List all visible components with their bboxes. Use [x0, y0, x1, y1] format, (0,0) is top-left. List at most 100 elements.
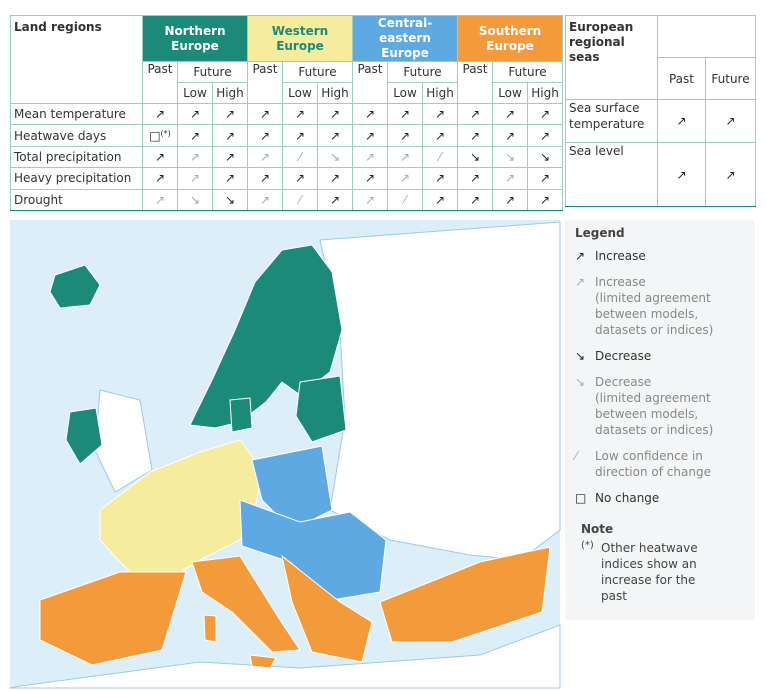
legend-symbol: □	[575, 491, 587, 505]
symbol: ⁄	[298, 149, 301, 164]
low-header: Low	[177, 82, 213, 104]
symbol-note: (*)	[160, 128, 171, 138]
cell: ↗	[316, 102, 354, 126]
legend-item: ⁄ Low confidence in direction of change	[575, 448, 747, 480]
symbol: ↗	[434, 128, 446, 143]
symbol: ↘	[504, 149, 516, 164]
header: Land regions	[10, 15, 143, 104]
symbol: ↗	[154, 171, 166, 186]
symbol: ↗	[539, 171, 551, 186]
cell: ↗	[212, 167, 248, 190]
past-header: Past	[657, 57, 706, 100]
symbol: ↗	[329, 171, 341, 186]
cell: ↗	[352, 167, 389, 190]
cell: ↗	[142, 188, 178, 211]
row: Sea surface temperature ↗ ↗	[565, 99, 756, 143]
symbol: ↗	[676, 114, 687, 128]
high-header: High	[422, 82, 459, 104]
symbol: ↗	[259, 128, 271, 143]
row: Heavy precipitation ↗ ↗ ↗ ↗ ↗ ↗ ↗ ↗ ↗ ↗ ↗ ↗	[10, 167, 564, 190]
low-header: Low	[387, 82, 424, 104]
region-shape	[229, 397, 253, 433]
region-shape	[239, 499, 387, 601]
symbol: ⁄	[298, 192, 301, 207]
cell: ↗	[247, 102, 283, 126]
cell: ↗	[422, 102, 459, 126]
symbol: ↗	[504, 128, 516, 143]
cell: ↗	[422, 124, 459, 147]
region-header: Southern Europe	[457, 15, 564, 62]
cell: ↗	[387, 102, 424, 126]
legend-detail: (limited agreement between models, datas…	[595, 291, 714, 337]
legend-text: Increase (limited agreement between model…	[595, 274, 725, 338]
cell: ⁄	[282, 145, 318, 169]
future-header: Future	[492, 61, 564, 83]
symbol: ↘	[189, 192, 201, 207]
cell: ↗	[142, 167, 178, 190]
seas-header: European regional seas	[565, 15, 658, 100]
cell: ↗	[527, 124, 564, 147]
symbol: ↗	[294, 171, 306, 186]
row: Total precipitation ↗ ↗ ↗ ↗ ⁄ ↘ ↗ ↗ ⁄ ↘ ↘ ↘	[10, 145, 564, 169]
cell: ↗	[177, 102, 213, 126]
cell: ↗	[352, 188, 389, 211]
symbol: ⁄	[439, 149, 442, 164]
symbol: ↗	[189, 107, 201, 122]
cell: ↗	[316, 188, 354, 211]
row: Sea level ↗ ↗	[565, 142, 756, 207]
legend-detail: (limited agreement between models, datas…	[595, 391, 714, 437]
symbol: ↗	[224, 107, 236, 122]
cell: ↗	[527, 188, 564, 211]
cell: ↗	[492, 102, 529, 126]
future-header: Future	[705, 57, 756, 100]
region-shape	[281, 554, 373, 663]
legend-text: Decrease	[595, 348, 725, 364]
cell: ↗	[352, 124, 389, 147]
symbol: ↗	[189, 149, 201, 164]
symbol: ↗	[504, 171, 516, 186]
symbol: ↗	[259, 149, 271, 164]
legend-label: No change	[595, 491, 660, 505]
cell: ↗	[316, 124, 354, 147]
cell: ↗	[247, 188, 283, 211]
row-label: Sea surface temperature	[565, 99, 658, 143]
region-shape	[249, 654, 277, 669]
legend-label: Decrease	[595, 375, 652, 389]
symbol: ↗	[469, 171, 481, 186]
cell: ↗	[705, 142, 756, 207]
region-shape	[49, 264, 101, 309]
region-header: Western Europe	[246, 15, 354, 62]
low-header: Low	[492, 82, 529, 104]
cell: ↗	[705, 99, 756, 143]
symbol: ↗	[259, 107, 271, 122]
legend-title: Legend	[575, 226, 625, 240]
legend-label: Decrease	[595, 349, 652, 363]
row-label: Drought	[10, 188, 143, 211]
header-row: Past Future Past Future Past Future Past Future	[11, 61, 564, 104]
cell: ↗	[282, 102, 318, 126]
symbol: ↗	[329, 128, 341, 143]
cell: ↗	[247, 124, 283, 147]
symbol: ↗	[154, 149, 166, 164]
cell: ⁄	[387, 188, 424, 211]
cell: ↗	[352, 145, 389, 169]
legend-item: ↘ Decrease (limited agreement between mode…	[575, 374, 747, 438]
cell: ↘	[177, 188, 213, 211]
symbol: ↗	[294, 128, 306, 143]
symbol: ↗	[469, 128, 481, 143]
symbol: ↗	[434, 107, 446, 122]
legend-text: Low confidence in direction of change	[595, 448, 725, 480]
legend-symbol: ↗	[575, 275, 586, 289]
cell: ↗	[387, 124, 424, 147]
row: Mean temperature ↗ ↗ ↗ ↗ ↗ ↗ ↗ ↗ ↗ ↗ ↗ ↗	[10, 102, 564, 126]
symbol: ↗	[399, 149, 411, 164]
legend-symbol: ⁄	[575, 449, 578, 463]
symbol: ↗	[434, 192, 446, 207]
symbol: ↗	[504, 107, 516, 122]
cell: ↗	[492, 188, 529, 211]
symbol: ↗	[469, 107, 481, 122]
cell: ↗	[457, 188, 494, 211]
cell: ↗	[177, 124, 213, 147]
cell: ↗	[212, 145, 248, 169]
